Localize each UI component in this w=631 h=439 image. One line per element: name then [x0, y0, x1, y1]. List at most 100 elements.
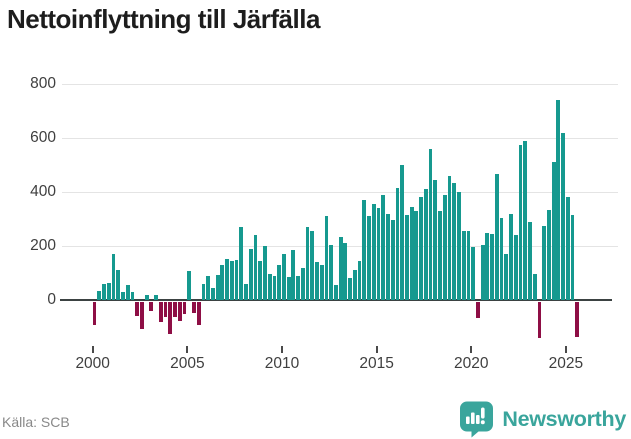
bar-2017Q3	[423, 189, 428, 300]
bar-2013Q3	[348, 278, 353, 300]
bar-2023Q1	[528, 221, 532, 300]
y-tick-label-800: 800	[30, 74, 56, 92]
y-tick-label-600: 600	[30, 128, 56, 146]
bar-2005Q3	[196, 302, 201, 326]
bar-2012Q1	[319, 264, 324, 300]
bar-2020Q3	[480, 244, 485, 300]
bar-2000Q4	[106, 283, 111, 300]
bar-2001Q3	[121, 292, 125, 300]
bar-2014Q2	[362, 200, 367, 300]
y-tick-label-400: 400	[30, 182, 56, 200]
page-title: Nettoinflyttning till Järfälla	[7, 4, 320, 34]
bar-2005Q4	[201, 284, 206, 300]
bar-2000Q2	[97, 290, 102, 300]
bar-2007Q3	[234, 259, 239, 300]
bar-2015Q3	[386, 213, 390, 300]
bar-2009Q2	[267, 274, 272, 300]
bar-2001Q1	[111, 254, 116, 300]
bar-2013Q2	[343, 243, 348, 300]
bar-2004Q2	[173, 302, 177, 317]
bar-2016Q3	[405, 214, 409, 300]
bar-2018Q1	[433, 179, 438, 300]
x-tick-label-2015: 2015	[359, 355, 394, 372]
bar-2000Q3	[102, 283, 106, 300]
bar-2015Q1	[376, 208, 381, 300]
bar-2023Q3	[537, 302, 542, 339]
bar-2025Q2	[570, 214, 575, 300]
bar-2012Q4	[334, 285, 338, 300]
bar-2006Q4	[220, 264, 225, 300]
bar-2002Q3	[140, 302, 144, 329]
bar-2020Q4	[485, 232, 490, 300]
bar-2018Q2	[438, 210, 442, 300]
gridline-800	[62, 83, 618, 85]
bar-2001Q4	[125, 285, 130, 300]
bar-2005Q1	[187, 271, 192, 300]
bar-2025Q1	[565, 197, 570, 300]
bar-2018Q4	[447, 175, 452, 300]
bar-2019Q2	[457, 192, 461, 300]
bar-2019Q4	[466, 231, 471, 300]
bar-2016Q4	[409, 206, 414, 300]
bar-2015Q2	[381, 194, 386, 300]
bar-2006Q1	[206, 275, 211, 300]
bar-2023Q2	[532, 274, 537, 300]
x-tick-2000	[91, 346, 94, 353]
x-tick-2015	[375, 346, 378, 353]
bar-2015Q4	[390, 220, 395, 300]
bar-2024Q3	[556, 100, 561, 300]
bar-2002Q1	[130, 292, 135, 300]
bar-2004Q4	[182, 302, 187, 315]
bar-2002Q4	[144, 294, 149, 300]
x-tick-label-2020: 2020	[454, 355, 489, 372]
gridline-600	[62, 137, 618, 139]
x-tick-2005	[186, 346, 189, 353]
bar-2005Q2	[192, 302, 196, 314]
bar-2007Q1	[225, 258, 229, 300]
newsworthy-badge-bar-chart-icon	[458, 400, 495, 438]
bar-2012Q3	[329, 244, 334, 300]
y-tick-label-200: 200	[30, 236, 56, 254]
bar-2017Q1	[414, 210, 419, 300]
bar-2008Q4	[258, 260, 263, 300]
bar-2020Q1	[471, 247, 476, 300]
x-tick-2020	[470, 346, 473, 353]
bar-2008Q3	[253, 235, 258, 300]
bar-2000Q1	[92, 302, 97, 325]
x-tick-label-2025: 2025	[548, 355, 584, 372]
bar-2014Q1	[357, 260, 362, 300]
bar-2010Q2	[286, 277, 291, 300]
bar-2010Q1	[281, 254, 286, 300]
zero-axis-line	[60, 299, 612, 301]
bar-2011Q1	[300, 267, 305, 300]
bar-2009Q3	[272, 275, 277, 300]
bar-2022Q1	[509, 213, 513, 300]
bar-2006Q3	[215, 274, 220, 300]
bar-2007Q4	[239, 227, 244, 300]
bar-2017Q4	[428, 148, 433, 300]
bar-2016Q2	[400, 165, 405, 300]
y-tick-label-0: 0	[47, 290, 56, 308]
bar-2011Q3	[310, 231, 315, 300]
bar-2002Q2	[135, 302, 140, 316]
bar-2012Q2	[324, 216, 329, 300]
bar-2008Q2	[248, 248, 253, 300]
bar-2014Q4	[371, 204, 376, 300]
bar-2022Q4	[523, 140, 528, 300]
x-tick-2010	[280, 346, 283, 353]
bar-2018Q3	[442, 194, 447, 300]
x-tick-2025	[564, 346, 567, 353]
bar-2004Q1	[168, 302, 173, 335]
bar-2023Q4	[542, 225, 547, 300]
bar-2001Q2	[116, 269, 121, 300]
newsworthy-logo-link[interactable]: Newsworthy	[458, 400, 626, 438]
bar-2022Q3	[518, 144, 523, 300]
bar-2010Q3	[291, 250, 296, 300]
bar-2017Q2	[419, 197, 423, 300]
bar-2013Q4	[352, 270, 357, 300]
bar-2016Q1	[395, 187, 400, 300]
newsworthy-wordmark: Newsworthy	[502, 406, 626, 431]
bar-2021Q3	[499, 217, 504, 300]
bar-2021Q2	[494, 174, 499, 300]
bar-2024Q2	[551, 162, 556, 300]
